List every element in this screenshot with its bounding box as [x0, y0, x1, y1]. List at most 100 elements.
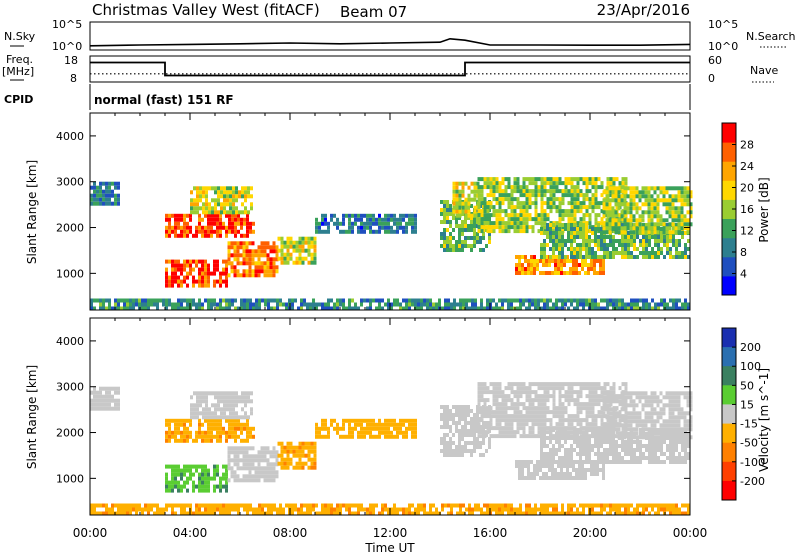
heatmap-cell — [584, 259, 587, 263]
heatmap-cell — [612, 214, 615, 218]
heatmap-cell — [612, 391, 615, 395]
heatmap-cell — [618, 206, 621, 210]
heatmap-cell — [645, 448, 648, 452]
heatmap-cell — [642, 214, 645, 218]
heatmap-cell — [540, 255, 543, 259]
heatmap-cell — [642, 391, 645, 395]
heatmap-cell — [261, 265, 264, 269]
heatmap-cell — [192, 481, 195, 485]
heatmap-cell — [684, 202, 687, 206]
heatmap-cell — [366, 222, 369, 226]
heatmap-cell — [592, 410, 595, 414]
heatmap-cell — [663, 255, 666, 259]
heatmap-cell — [449, 236, 452, 240]
heatmap-cell — [654, 456, 657, 460]
heatmap-cell — [165, 465, 168, 469]
heatmap-cell — [458, 445, 461, 449]
heatmap-cell — [561, 243, 564, 247]
heatmap-cell — [189, 435, 192, 439]
heatmap-cell — [546, 303, 549, 307]
heatmap-cell — [636, 431, 639, 435]
heatmap-cell — [499, 410, 502, 414]
heatmap-cell — [517, 414, 520, 418]
heatmap-cell — [595, 390, 598, 394]
heatmap-cell — [595, 382, 598, 386]
heatmap-cell — [568, 382, 571, 386]
heatmap-cell — [561, 251, 564, 255]
heatmap-cell — [390, 419, 393, 423]
heatmap-cell — [290, 245, 293, 249]
heatmap-cell — [481, 394, 484, 398]
heatmap-cell — [627, 440, 630, 444]
heatmap-cell — [96, 407, 99, 411]
heatmap-cell — [487, 221, 490, 225]
heatmap-cell — [461, 413, 464, 417]
heatmap-cell — [555, 440, 558, 444]
heatmap-cell — [622, 177, 625, 181]
heatmap-cell — [314, 241, 317, 245]
heatmap-cell — [186, 230, 189, 234]
heatmap-cell — [177, 439, 180, 443]
heatmap-cell — [390, 218, 393, 222]
heatmap-cell — [246, 450, 249, 454]
heatmap-cell — [630, 214, 633, 218]
heatmap-cell — [552, 444, 555, 448]
heatmap-cell — [235, 194, 238, 198]
heatmap-cell — [546, 243, 549, 247]
heatmap-cell — [666, 395, 669, 399]
heatmap-cell — [541, 402, 544, 406]
heatmap-cell — [582, 255, 585, 259]
heatmap-cell — [293, 261, 296, 265]
heatmap-cell — [645, 251, 648, 255]
heatmap-cell — [533, 472, 536, 476]
heatmap-cell — [281, 261, 284, 265]
heatmap-cell — [541, 414, 544, 418]
heatmap-cell — [198, 465, 201, 469]
heatmap-cell — [456, 198, 459, 202]
heatmap-cell — [405, 230, 408, 234]
heatmap-cell — [558, 448, 561, 452]
heatmap-cell — [204, 226, 207, 230]
heatmap-cell — [299, 249, 302, 253]
heatmap-cell — [523, 201, 526, 205]
heatmap-cell — [615, 198, 618, 202]
heatmap-cell — [618, 202, 621, 206]
heatmap-cell — [687, 186, 690, 190]
heatmap-cell — [231, 245, 234, 249]
heatmap-cell — [621, 247, 624, 251]
heatmap-cell — [537, 299, 540, 303]
heatmap-cell — [633, 415, 636, 419]
heatmap-cell — [654, 460, 657, 464]
heatmap-cell — [165, 299, 168, 303]
heatmap-cell — [546, 227, 549, 231]
heatmap-cell — [568, 414, 571, 418]
heatmap-cell — [529, 394, 532, 398]
heatmap-cell — [538, 402, 541, 406]
heatmap-cell — [627, 194, 630, 198]
heatmap-cell — [471, 299, 474, 303]
heatmap-cell — [484, 382, 487, 386]
heatmap-cell — [615, 411, 618, 415]
heatmap-cell — [458, 232, 461, 236]
heatmap-cell — [648, 230, 651, 234]
heatmap-cell — [192, 268, 195, 272]
heatmap-cell — [165, 218, 168, 222]
heatmap-cell — [201, 268, 204, 272]
heatmap-cell — [476, 236, 479, 240]
heatmap-cell — [223, 190, 226, 194]
heatmap-cell — [627, 222, 630, 226]
heatmap-cell — [369, 214, 372, 218]
heatmap-cell — [521, 255, 524, 259]
heatmap-cell — [675, 214, 678, 218]
colorbar-swatch — [722, 180, 736, 200]
heatmap-cell — [369, 226, 372, 230]
heatmap-cell — [387, 226, 390, 230]
heatmap-cell — [261, 299, 264, 303]
heatmap-cell — [553, 406, 556, 410]
heatmap-cell — [414, 423, 417, 427]
heatmap-cell — [582, 440, 585, 444]
heatmap-cell — [345, 435, 348, 439]
heatmap-cell — [177, 226, 180, 230]
heatmap-cell — [630, 190, 633, 194]
colorbar-tick-label: 8 — [740, 246, 747, 259]
